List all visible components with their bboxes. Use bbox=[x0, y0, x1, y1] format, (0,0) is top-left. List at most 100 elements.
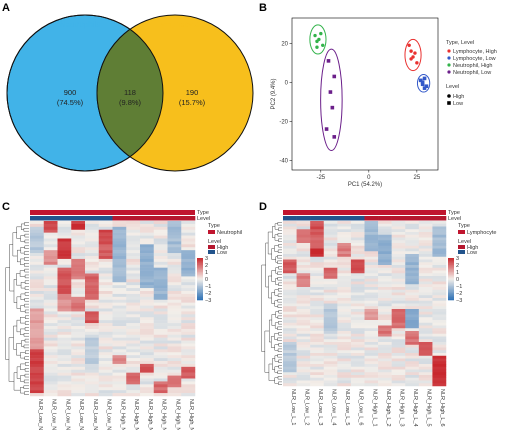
heatmap-cell bbox=[112, 282, 127, 286]
heatmap-cell bbox=[418, 355, 433, 359]
heatmap-cell bbox=[337, 369, 352, 373]
heatmap-cell bbox=[153, 314, 168, 318]
heatmap-cell bbox=[391, 259, 406, 263]
heatmap-cell bbox=[126, 346, 141, 350]
heatmap-cell bbox=[57, 238, 72, 242]
heatmap-cell bbox=[418, 240, 433, 244]
heatmap-cell bbox=[283, 364, 297, 367]
heatmap-cell bbox=[337, 342, 352, 345]
heatmap-cell bbox=[283, 331, 297, 334]
heatmap-cell bbox=[85, 247, 99, 251]
heatmap-cell bbox=[405, 295, 420, 299]
heatmap-cell bbox=[57, 369, 72, 373]
pca-legend-marker-lymph-low bbox=[447, 56, 451, 60]
heatmap-cell bbox=[126, 317, 141, 321]
heatmap-cell bbox=[71, 363, 86, 368]
color-scale-step bbox=[448, 277, 454, 280]
heatmap-cell bbox=[153, 372, 168, 376]
heatmap-cell bbox=[405, 320, 420, 323]
heatmap-cell bbox=[85, 235, 99, 239]
heatmap-cell bbox=[337, 328, 352, 332]
heatmap-cell bbox=[283, 284, 297, 288]
heatmap-cell bbox=[57, 235, 72, 239]
heatmap-cell bbox=[296, 251, 311, 255]
heatmap-cell bbox=[378, 251, 392, 255]
heatmap-cell bbox=[337, 325, 352, 329]
heatmap-cell bbox=[71, 334, 86, 338]
heatmap-cell bbox=[310, 328, 324, 332]
heatmap-neutrophils-type-bar bbox=[30, 210, 195, 215]
heatmap-cell bbox=[364, 281, 379, 285]
heatmap-cell bbox=[71, 299, 86, 303]
heatmap-cell bbox=[57, 387, 72, 391]
heatmap-cell bbox=[432, 256, 447, 260]
heatmap-cell bbox=[418, 243, 433, 246]
heatmap-cell bbox=[323, 289, 338, 293]
heatmap-cell bbox=[391, 223, 406, 227]
heatmap-cell bbox=[310, 344, 324, 348]
heatmap-cell bbox=[283, 347, 297, 351]
heatmap-cell bbox=[167, 320, 182, 324]
heatmap-cell bbox=[30, 258, 44, 263]
heatmap-cell bbox=[378, 350, 392, 354]
heatmap-column-label: NLR_Low_N_1 bbox=[37, 399, 43, 430]
heatmap-cell bbox=[283, 267, 297, 271]
heatmap-cell bbox=[98, 337, 113, 341]
heatmap-cell bbox=[43, 361, 58, 365]
heatmap-cell bbox=[98, 369, 113, 373]
color-scale-step bbox=[448, 273, 454, 276]
heatmap-cell bbox=[350, 347, 365, 351]
heatmap-cell bbox=[30, 276, 44, 280]
heatmap-cell bbox=[112, 291, 127, 295]
heatmap-cell bbox=[432, 265, 447, 268]
heatmap-cell bbox=[71, 308, 86, 312]
color-scale-step bbox=[197, 288, 203, 291]
heatmap-cell bbox=[43, 258, 58, 263]
heatmap-cell bbox=[350, 380, 365, 384]
heatmap-cell bbox=[71, 305, 86, 309]
heatmap-cell bbox=[405, 287, 420, 290]
heatmap-cell bbox=[391, 303, 406, 307]
heatmap-level-cell bbox=[167, 216, 182, 221]
dendrogram-branch bbox=[278, 332, 282, 336]
heatmap-cell bbox=[350, 289, 365, 293]
heatmap-cell bbox=[418, 226, 433, 230]
heatmap-cell bbox=[405, 298, 420, 301]
heatmap-cell bbox=[432, 383, 447, 387]
heatmap-cell bbox=[57, 264, 72, 268]
heatmap-cell bbox=[391, 232, 406, 235]
heatmap-cell bbox=[30, 288, 44, 292]
heatmap-cell bbox=[310, 259, 324, 263]
heatmap-cell bbox=[43, 346, 58, 350]
heatmap-cell bbox=[71, 366, 86, 370]
color-scale-step bbox=[197, 277, 203, 280]
heatmap-cell bbox=[418, 342, 433, 345]
color-scale-tick-label: 2 bbox=[456, 263, 459, 269]
heatmap-cell bbox=[43, 352, 58, 356]
color-scale-step bbox=[448, 288, 454, 291]
heatmap-cell bbox=[323, 232, 338, 235]
heatmap-lymphocytes-legend-high: High bbox=[467, 245, 478, 251]
heatmap-cell bbox=[153, 375, 168, 379]
heatmap-cell bbox=[98, 390, 113, 394]
heatmap-column-label: NLR_Low_L_1 bbox=[290, 389, 296, 425]
heatmap-cell bbox=[350, 320, 365, 323]
dendrogram-branch bbox=[278, 343, 282, 347]
pca-y-tick-label: 20 bbox=[281, 41, 288, 47]
heatmap-cell bbox=[310, 276, 324, 279]
heatmap-cell bbox=[323, 243, 338, 246]
color-scale-step bbox=[448, 259, 454, 262]
heatmap-neutrophils-legend-low: Low bbox=[217, 250, 227, 256]
heatmap-cell bbox=[153, 369, 168, 373]
heatmap-cell bbox=[405, 375, 420, 378]
dendrogram-branch bbox=[278, 321, 282, 325]
heatmap-cell bbox=[153, 232, 168, 236]
heatmap-cell bbox=[126, 323, 141, 327]
heatmap-cell bbox=[432, 375, 447, 378]
heatmap-cell bbox=[57, 320, 72, 324]
heatmap-cell bbox=[153, 390, 168, 394]
heatmap-cell bbox=[167, 299, 182, 303]
dendrogram-branch bbox=[20, 352, 26, 359]
heatmap-lymphocytes-legend-level-title: Level bbox=[458, 239, 471, 245]
